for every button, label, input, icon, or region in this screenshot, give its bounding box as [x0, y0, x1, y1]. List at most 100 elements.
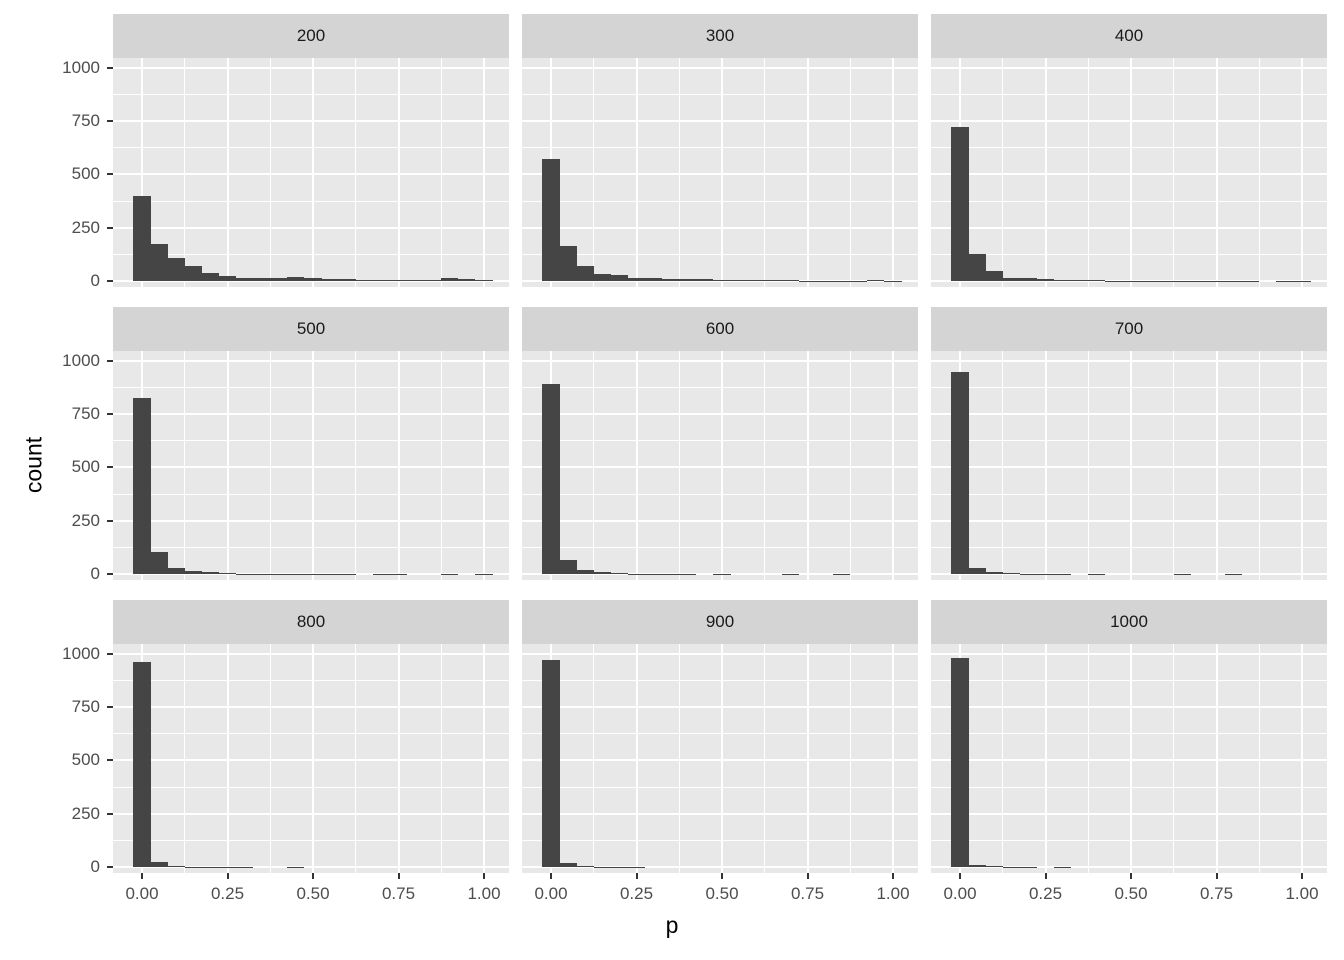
- x-axis-tick-label: 0.00: [125, 884, 159, 903]
- x-axis-tick: [806, 873, 809, 879]
- gridline-major-horizontal: [522, 759, 918, 762]
- histogram-bar: [542, 660, 560, 867]
- gridline-minor-vertical: [764, 351, 766, 580]
- histogram-bar: [321, 278, 339, 281]
- facet-panel: [113, 351, 509, 580]
- x-axis-tick: [635, 873, 638, 879]
- gridline-minor-horizontal: [522, 733, 918, 735]
- gridline-major-horizontal: [522, 66, 918, 69]
- gridline-minor-horizontal: [931, 200, 1327, 202]
- gridline-minor-vertical: [1087, 58, 1089, 287]
- gridline-minor-vertical: [355, 351, 357, 580]
- gridline-minor-vertical: [678, 58, 680, 287]
- histogram-bar: [1036, 279, 1055, 281]
- gridline-major-horizontal: [522, 519, 918, 522]
- gridline-major-horizontal: [113, 812, 509, 815]
- gridline-major-vertical: [1130, 351, 1132, 580]
- gridline-major-vertical: [892, 644, 894, 873]
- gridline-minor-horizontal: [931, 440, 1327, 442]
- gridline-major-vertical: [1215, 351, 1218, 580]
- gridline-minor-horizontal: [931, 546, 1327, 548]
- gridline-major-vertical: [1301, 644, 1303, 873]
- y-axis-tick: [107, 652, 113, 655]
- histogram-bar: [458, 279, 476, 281]
- facet-strip: 500: [113, 307, 509, 351]
- gridline-major-vertical: [1215, 58, 1218, 287]
- histogram-bar: [167, 865, 185, 867]
- facet-strip: 300: [522, 14, 918, 58]
- histogram-bar: [968, 254, 986, 281]
- gridline-major-vertical: [312, 351, 314, 580]
- gridline-major-horizontal: [113, 706, 509, 709]
- gridline-minor-vertical: [1087, 351, 1089, 580]
- gridline-minor-horizontal: [113, 786, 509, 788]
- gridline-major-horizontal: [522, 226, 918, 229]
- facet-panel: [113, 58, 509, 287]
- histogram-bar: [559, 863, 577, 867]
- histogram-bar: [372, 279, 390, 281]
- gridline-major-vertical: [226, 58, 229, 287]
- histogram-bar: [627, 277, 646, 281]
- gridline-major-vertical: [483, 644, 485, 873]
- gridline-minor-vertical: [269, 644, 271, 873]
- histogram-bar: [610, 573, 628, 574]
- x-axis-tick: [721, 873, 723, 879]
- facet-strip: 1000: [931, 600, 1327, 644]
- gridline-minor-vertical: [1173, 644, 1175, 873]
- gridline-minor-vertical: [1087, 644, 1089, 873]
- histogram-bar: [559, 560, 577, 574]
- x-axis-tick-label: 0.00: [534, 884, 568, 903]
- gridline-minor-vertical: [678, 644, 680, 873]
- gridline-major-horizontal: [113, 120, 509, 123]
- y-axis-title: count: [20, 436, 47, 494]
- x-axis-tick-label: 0.50: [296, 884, 330, 903]
- gridline-minor-vertical: [440, 644, 442, 873]
- gridline-minor-horizontal: [522, 386, 918, 388]
- x-axis-tick: [226, 873, 229, 879]
- y-axis-tick: [107, 706, 113, 709]
- gridline-major-horizontal: [522, 413, 918, 416]
- gridline-major-horizontal: [113, 466, 509, 469]
- gridline-major-vertical: [1301, 351, 1303, 580]
- y-axis-tick: [107, 226, 113, 229]
- gridline-minor-horizontal: [113, 386, 509, 388]
- gridline-major-horizontal: [113, 66, 509, 69]
- gridline-minor-horizontal: [113, 733, 509, 735]
- histogram-bar: [645, 278, 663, 281]
- facet-panel: [522, 644, 918, 873]
- y-axis-tick: [107, 812, 113, 815]
- y-axis-tick-label: 500: [71, 164, 100, 184]
- histogram-bar: [304, 278, 322, 281]
- histogram-bar: [764, 280, 782, 281]
- histogram-bar: [201, 572, 219, 574]
- histogram-bar: [867, 279, 885, 281]
- histogram-bar: [1054, 279, 1072, 281]
- gridline-minor-vertical: [269, 58, 271, 287]
- x-axis-tick: [1301, 873, 1303, 879]
- x-axis-tick: [312, 873, 314, 879]
- gridline-major-vertical: [635, 351, 638, 580]
- gridline-major-horizontal: [522, 706, 918, 709]
- x-axis-tick: [1044, 873, 1047, 879]
- y-axis-tick-label: 0: [90, 857, 100, 876]
- gridline-minor-vertical: [593, 351, 595, 580]
- gridline-major-vertical: [312, 58, 314, 287]
- histogram-bar: [1088, 280, 1106, 281]
- facet-strip: 800: [113, 600, 509, 644]
- gridline-minor-vertical: [440, 58, 442, 287]
- facet-strip-label: 1000: [1110, 612, 1148, 631]
- gridline-minor-vertical: [440, 351, 442, 580]
- histogram-bar: [593, 572, 611, 574]
- gridline-major-horizontal: [522, 652, 918, 655]
- facet-panel: [522, 351, 918, 580]
- gridline-minor-horizontal: [113, 200, 509, 202]
- gridline-minor-horizontal: [931, 786, 1327, 788]
- gridline-minor-horizontal: [931, 93, 1327, 95]
- facet-strip-label: 900: [705, 612, 735, 631]
- facet-strip: 600: [522, 307, 918, 351]
- histogram-bar: [167, 567, 185, 574]
- x-axis-tick-label: 0.25: [1028, 884, 1063, 903]
- gridline-major-vertical: [1215, 644, 1218, 873]
- gridline-minor-vertical: [184, 644, 186, 873]
- histogram-bar: [1002, 573, 1020, 574]
